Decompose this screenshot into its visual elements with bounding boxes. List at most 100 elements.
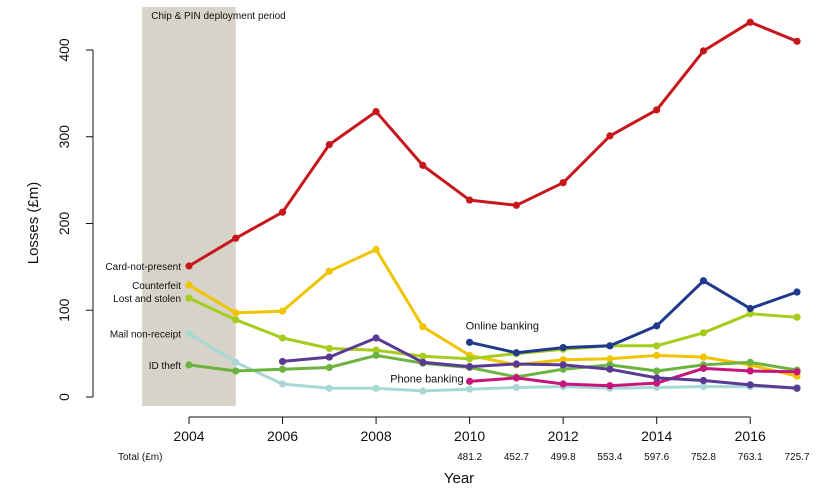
data-point [372,334,380,342]
series-label: Phone banking [390,373,463,385]
totals-layer: Total (£m) 481.2 452.7 499.8 553.4 597.6 752.8… [118,452,810,463]
x-tick-label: 2014 [641,428,672,444]
series-label: Card-not-present [105,262,181,273]
data-point [232,358,240,366]
data-point [606,382,614,390]
data-point [185,262,193,270]
data-point [466,377,474,385]
data-point [466,196,474,204]
total-value: 452.7 [504,452,529,463]
series-online-banking [466,277,801,357]
data-point [325,140,333,149]
data-point [372,384,380,392]
series-line [187,296,799,361]
data-point [512,374,520,382]
x-tick-label: 2004 [173,428,204,444]
y-tick-label: 0 [56,393,72,401]
data-point [606,365,614,373]
data-point [419,352,427,360]
data-point [419,323,427,331]
y-tick-label: 200 [56,212,72,236]
data-point [559,179,567,187]
data-point [419,387,427,395]
data-point [278,365,287,373]
series-line [281,336,799,390]
data-point [232,234,240,242]
data-point [606,132,614,140]
data-point [325,353,333,361]
total-value: 499.8 [551,452,576,463]
series-label: Counterfeit [132,281,181,292]
data-point [325,344,333,353]
data-point [232,316,240,324]
data-point [559,380,567,388]
data-point [793,368,801,376]
data-point [512,201,520,209]
y-tick-label: 100 [56,298,72,322]
shaded-region [142,7,236,406]
data-point [466,338,474,346]
data-point [746,18,754,26]
series-unlabeled-7 [278,334,801,392]
data-point [746,304,754,313]
data-point [653,342,661,350]
series-layer [185,18,801,395]
data-point [559,361,567,369]
data-point [185,281,193,289]
total-value: 752.8 [691,452,716,463]
totals-label: Total (£m) [118,452,162,463]
data-point [699,376,708,385]
data-point [699,382,708,391]
data-point [185,330,193,338]
series-line [468,279,799,355]
data-point [325,384,333,392]
data-point [793,313,801,321]
data-point [278,334,287,342]
total-value: 597.6 [644,452,669,463]
data-point [278,208,287,216]
data-point [699,353,708,361]
data-point [512,383,520,392]
data-point [559,356,567,364]
data-point [793,288,801,296]
series-label: Lost and stolen [113,294,181,305]
data-point [653,106,661,114]
axes-layer: 0 100 200 300 400 2004 2006 2008 2010 2012 2014 201… [56,38,766,444]
data-point [653,351,661,359]
data-point [653,367,661,375]
shaded-region-label: Chip & PIN deployment period [151,11,286,22]
data-point [653,379,661,387]
data-point [512,360,520,368]
data-point [512,349,520,357]
data-point [793,37,801,45]
data-point [185,361,193,369]
series-line [187,332,799,393]
x-tick-label: 2010 [454,428,485,444]
total-value: 553.4 [597,452,622,463]
data-point [232,367,240,375]
y-tick-label: 400 [56,38,72,62]
data-point [372,351,380,359]
data-point [466,355,474,363]
total-value: 481.2 [457,452,482,463]
data-point [746,367,754,375]
data-point [185,294,193,302]
data-point [559,343,567,352]
shaded-region-layer: Chip & PIN deployment period [142,7,286,406]
x-tick-label: 2012 [548,428,579,444]
series-label: Mail non-receipt [110,330,181,341]
data-point [325,363,333,372]
data-point [746,310,754,318]
data-point [699,364,708,372]
series-label: ID theft [149,361,181,372]
data-point [232,309,240,317]
data-point [606,355,614,363]
data-point [278,307,287,315]
x-tick-label: 2016 [735,428,766,444]
y-axis-label: Losses (£m) [25,182,42,265]
data-point [699,329,708,337]
data-point [325,267,333,275]
series-phone-banking [466,364,801,390]
data-point [699,47,708,55]
